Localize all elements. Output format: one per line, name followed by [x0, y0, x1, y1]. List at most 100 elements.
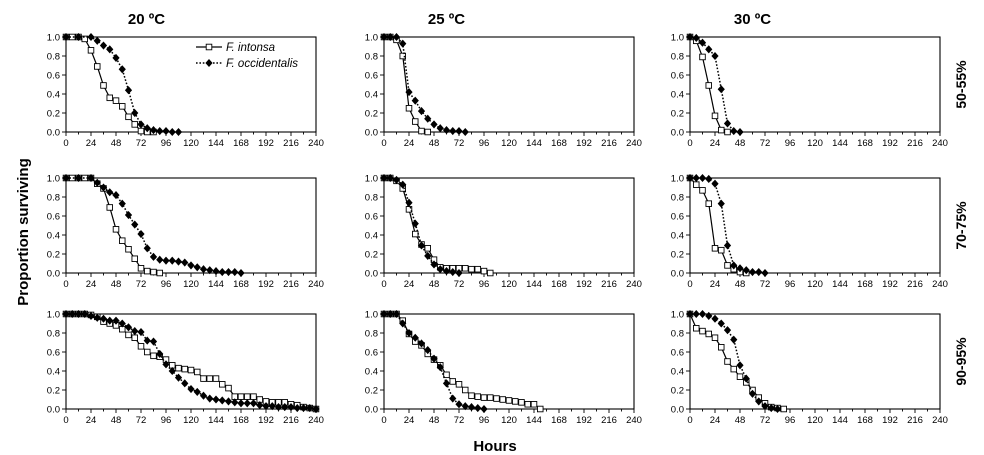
plot-frame [383, 177, 635, 274]
data-point [711, 112, 719, 120]
data-point [411, 333, 419, 342]
data-point [692, 33, 700, 43]
x-tick-label: 0 [381, 279, 386, 290]
data-point [249, 399, 258, 408]
y-tick-label: 0.4 [47, 89, 60, 100]
y-tick-label: 1.0 [47, 309, 60, 320]
data-point [206, 375, 213, 382]
legend-marker [205, 58, 213, 68]
x-tick-label: 168 [551, 279, 567, 290]
data-point [237, 393, 245, 400]
data-point [231, 267, 239, 277]
y-tick-label: 0.2 [671, 385, 684, 396]
data-point [174, 257, 183, 266]
x-tick-label: 216 [283, 138, 299, 149]
data-point [386, 32, 394, 42]
data-point [137, 343, 145, 350]
data-point [156, 255, 164, 264]
data-point [705, 82, 713, 89]
data-point [399, 39, 407, 48]
data-point [124, 86, 133, 95]
row-label: 90-95% [953, 337, 969, 386]
data-point [493, 395, 500, 402]
x-tick-label: 216 [601, 279, 617, 290]
x-tick-label: 24 [710, 138, 721, 149]
y-tick-label: 1.0 [365, 32, 378, 43]
data-point [199, 391, 208, 400]
data-point [436, 265, 444, 274]
data-point [74, 173, 83, 183]
data-point [262, 402, 270, 411]
data-point [705, 311, 713, 320]
series-f-occidentalis [62, 173, 245, 278]
data-point [711, 51, 719, 61]
data-point [193, 368, 201, 376]
data-point [424, 346, 432, 355]
data-point [748, 267, 757, 277]
data-point [206, 394, 214, 403]
data-point [168, 366, 176, 376]
data-point [742, 374, 750, 383]
panel-r3-c3: 0 24 48 72 96 120 144 168 192 216 240 0.0 0.2 0.4 0.6 0… [671, 309, 948, 426]
data-point [237, 268, 245, 278]
x-tick-label: 120 [807, 415, 823, 426]
x-tick-label: 96 [479, 279, 490, 290]
series-line [384, 36, 428, 133]
data-point [162, 256, 170, 265]
data-point [143, 348, 151, 356]
data-point [755, 267, 763, 277]
y-tick-label: 0.6 [671, 347, 684, 358]
row-label: 70-75% [953, 201, 969, 250]
x-tick-label: 48 [111, 279, 122, 290]
data-point [717, 85, 725, 94]
data-point [724, 358, 731, 365]
y-tick-label: 0.8 [47, 328, 60, 339]
data-point [106, 94, 113, 102]
data-point [468, 265, 475, 273]
panel-r1-c3: 0 24 48 72 96 120 144 168 192 216 240 0.0 0.2 0.4 0.6 0… [671, 32, 948, 149]
x-tick-label: 168 [233, 279, 249, 290]
x-tick-label: 96 [161, 279, 172, 290]
x-tick-label: 24 [710, 415, 721, 426]
data-point [168, 256, 176, 265]
data-point [730, 126, 738, 136]
x-tick-label: 168 [551, 415, 567, 426]
y-tick-label: 1.0 [671, 173, 684, 184]
x-tick-label: 48 [111, 138, 122, 149]
data-point [424, 251, 432, 260]
panel-r3-c1: 0 24 48 72 96 120 144 168 192 216 240 0.0 0.2 0.4 0.6 0… [47, 309, 324, 426]
data-point [455, 268, 463, 278]
data-point [718, 246, 725, 254]
data-point [698, 309, 707, 319]
x-tick-label: 144 [526, 279, 542, 290]
y-tick-label: 0.2 [671, 249, 684, 260]
x-tick-label: 168 [551, 138, 567, 149]
x-tick-label: 24 [86, 415, 97, 426]
data-point [118, 103, 126, 110]
series-f-occidentalis [686, 309, 782, 414]
data-point [143, 267, 151, 275]
x-tick-label: 0 [63, 415, 68, 426]
x-tick-label: 168 [857, 415, 873, 426]
data-point [767, 403, 775, 413]
x-tick-label: 48 [111, 415, 122, 426]
y-tick-label: 0.6 [671, 70, 684, 81]
data-point [87, 173, 95, 183]
series-f-occidentalis [686, 32, 744, 137]
x-tick-label: 192 [882, 279, 898, 290]
data-point [225, 384, 232, 392]
data-point [537, 405, 544, 413]
data-point [761, 402, 769, 411]
data-point [699, 187, 706, 194]
data-point [243, 399, 251, 408]
data-point [736, 264, 744, 273]
panel-r2-c1: 0 24 48 72 96 120 144 168 192 216 240 0.0 0.2 0.4 0.6 0… [47, 173, 324, 290]
data-point [480, 267, 488, 275]
y-tick-label: 0.8 [47, 51, 60, 62]
data-point [723, 119, 732, 128]
y-tick-label: 0.0 [671, 127, 684, 138]
data-point [131, 334, 138, 342]
x-tick-label: 144 [526, 415, 542, 426]
data-point [711, 245, 719, 252]
